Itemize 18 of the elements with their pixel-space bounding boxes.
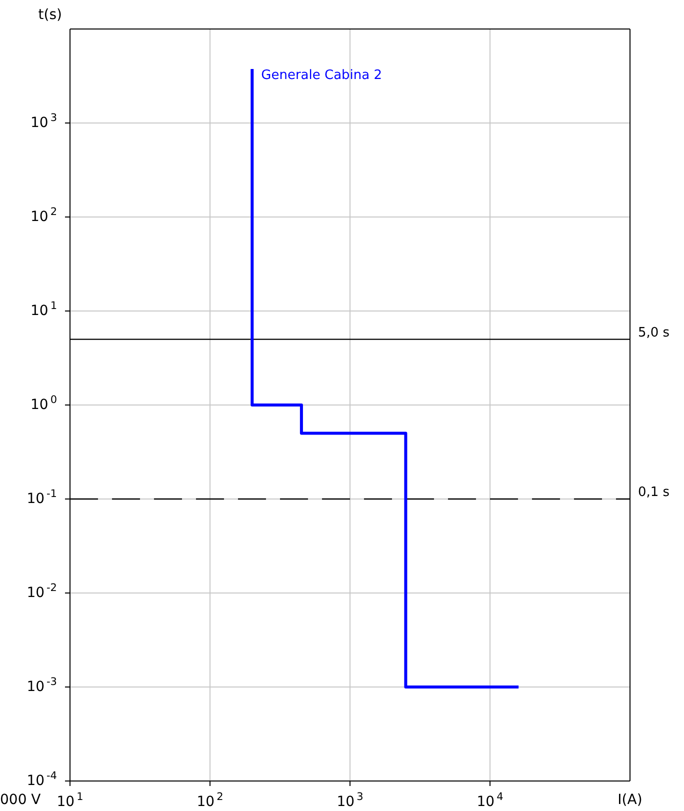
ref-line-label: 5,0 s (638, 325, 670, 340)
y-tick-label: 10$^{-3}$ (26, 676, 57, 695)
x-tick-label: 10$^{1}$ (56, 791, 84, 810)
y-tick-label: 10$^{-2}$ (26, 582, 57, 601)
text: 000 V (0, 792, 41, 808)
ref-line-label: 0,1 s (638, 485, 670, 500)
y-tick-label: 10$^{3}$ (30, 112, 57, 131)
x-axis-title: I(A) (618, 792, 642, 808)
y-tick-label: 10$^{2}$ (30, 206, 57, 225)
y-tick-label: 10$^{0}$ (30, 394, 57, 413)
y-tick-label: 10$^{-1}$ (26, 488, 57, 507)
series-label: Generale Cabina 2 (261, 68, 382, 84)
x-tick-label: 10$^{2}$ (196, 791, 224, 810)
y-axis-title: t(s) (38, 7, 62, 23)
y-tick-label: 10$^{1}$ (30, 300, 57, 319)
x-tick-label: 10$^{4}$ (476, 791, 504, 810)
y-tick-label: 10$^{-4}$ (26, 770, 58, 789)
x-tick-label: 10$^{3}$ (336, 791, 364, 810)
